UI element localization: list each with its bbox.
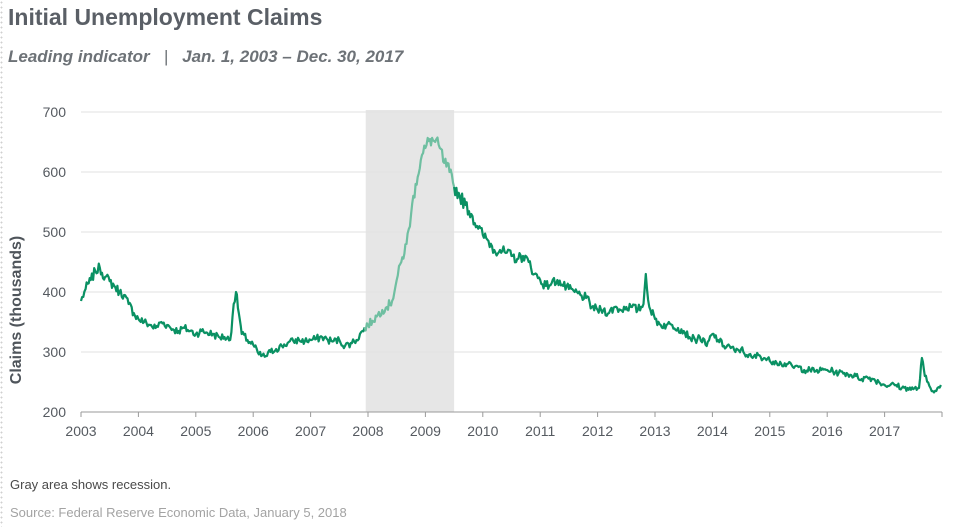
x-tick-label: 2010	[467, 423, 498, 439]
chart-title: Initial Unemployment Claims	[8, 4, 323, 30]
x-tick-label: 2006	[238, 423, 269, 439]
x-tick-label: 2012	[582, 423, 613, 439]
x-tick-label: 2013	[639, 423, 670, 439]
x-tick-label: 2009	[410, 423, 441, 439]
y-tick-label: 600	[43, 164, 67, 180]
x-tick-label: 2007	[295, 423, 326, 439]
series-layer	[79, 136, 942, 394]
recession-band	[365, 110, 455, 412]
x-tick-label: 2003	[65, 423, 96, 439]
y-tick-label: 200	[43, 404, 67, 420]
source-note: Source: Federal Reserve Economic Data, J…	[10, 505, 347, 520]
series-line-recession	[363, 136, 456, 332]
y-tick-label: 700	[43, 104, 67, 120]
x-tick-label: 2004	[123, 423, 154, 439]
x-tick-label: 2016	[812, 423, 843, 439]
grid-layer	[81, 111, 942, 353]
x-tick-label: 2017	[869, 423, 900, 439]
series-line	[453, 186, 942, 394]
x-tick-label: 2014	[697, 423, 728, 439]
recession-note: Gray area shows recession.	[10, 477, 172, 492]
y-tick-label: 400	[43, 284, 67, 300]
x-tick-label: 2005	[180, 423, 211, 439]
subtitle-date-range: Jan. 1, 2003 – Dec. 30, 2017	[182, 47, 404, 66]
x-tick-label: 2015	[754, 423, 785, 439]
subtitle-indicator: Leading indicator	[8, 47, 150, 66]
x-tick-label: 2011	[525, 423, 555, 439]
series-line	[79, 262, 366, 358]
axis-layer: 200 300 400 500 600 700 2003 2004 2005 2006 2007 20…	[43, 104, 943, 439]
subtitle-separator: |	[163, 47, 169, 66]
line-chart: 200 300 400 500 600 700 2003 2004 2005 2006 2007 20…	[8, 104, 943, 439]
y-axis-label: Claims (thousands)	[8, 236, 25, 384]
y-tick-label: 300	[43, 344, 67, 360]
decorative-dots	[0, 0, 3, 527]
y-tick-label: 500	[43, 224, 67, 240]
x-tick-label: 2008	[352, 423, 383, 439]
recession-layer	[365, 110, 455, 412]
chart-subtitle: Leading indicator | Jan. 1, 2003 – Dec. 30…	[8, 47, 403, 67]
